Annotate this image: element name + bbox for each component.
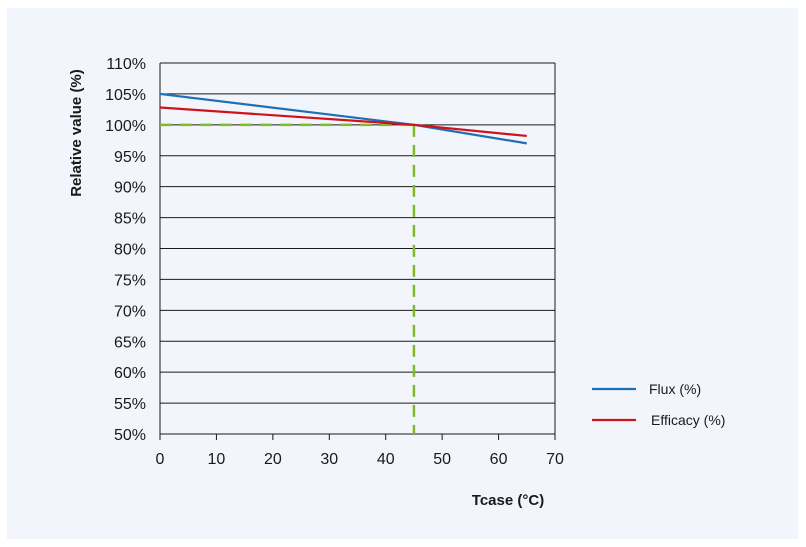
x-tick-label: 0	[156, 451, 165, 468]
y-tick-label: 110%	[106, 56, 146, 73]
x-axis-title: Tcase (°C)	[472, 492, 544, 509]
x-tick-label: 50	[433, 451, 451, 468]
reference-lines	[160, 123, 416, 434]
x-tick-label: 70	[546, 451, 564, 468]
x-tick-label: 20	[264, 451, 282, 468]
series-lines	[159, 92, 527, 145]
y-tick-label: 65%	[114, 334, 146, 351]
legend-label-flux: Flux (%)	[649, 381, 701, 397]
y-tick-labels: 110% 105% 100% 95% 90% 85% 80% 75% 70% 65% 60% 55% 5…	[105, 56, 146, 444]
chart-panel	[7, 8, 798, 539]
y-tick-label: 60%	[114, 365, 146, 382]
x-tick-label: 30	[320, 451, 338, 468]
x-tick-label: 60	[490, 451, 508, 468]
y-tick-label: 105%	[105, 87, 146, 104]
y-tick-label: 100%	[105, 118, 146, 135]
y-tick-label: 75%	[114, 272, 146, 289]
y-tick-label: 55%	[114, 396, 146, 413]
y-tick-label: 95%	[114, 149, 146, 166]
legend: Flux (%) Efficacy (%)	[592, 381, 725, 428]
x-tick-label: 10	[208, 451, 226, 468]
y-tick-label: 50%	[114, 427, 146, 444]
y-tick-label: 90%	[114, 180, 146, 197]
y-tick-label: 85%	[114, 211, 146, 228]
x-tick-label: 40	[377, 451, 395, 468]
legend-label-efficacy: Efficacy (%)	[651, 412, 725, 428]
y-tick-label: 80%	[114, 242, 146, 259]
grid-lines	[159, 62, 556, 440]
series-line-efficacy	[159, 106, 527, 138]
y-axis-title: Relative value (%)	[68, 69, 85, 197]
x-tick-labels: 0 10 20 30 40 50 60 70	[156, 451, 564, 468]
series-line-flux	[159, 92, 527, 145]
y-tick-label: 70%	[114, 303, 146, 320]
